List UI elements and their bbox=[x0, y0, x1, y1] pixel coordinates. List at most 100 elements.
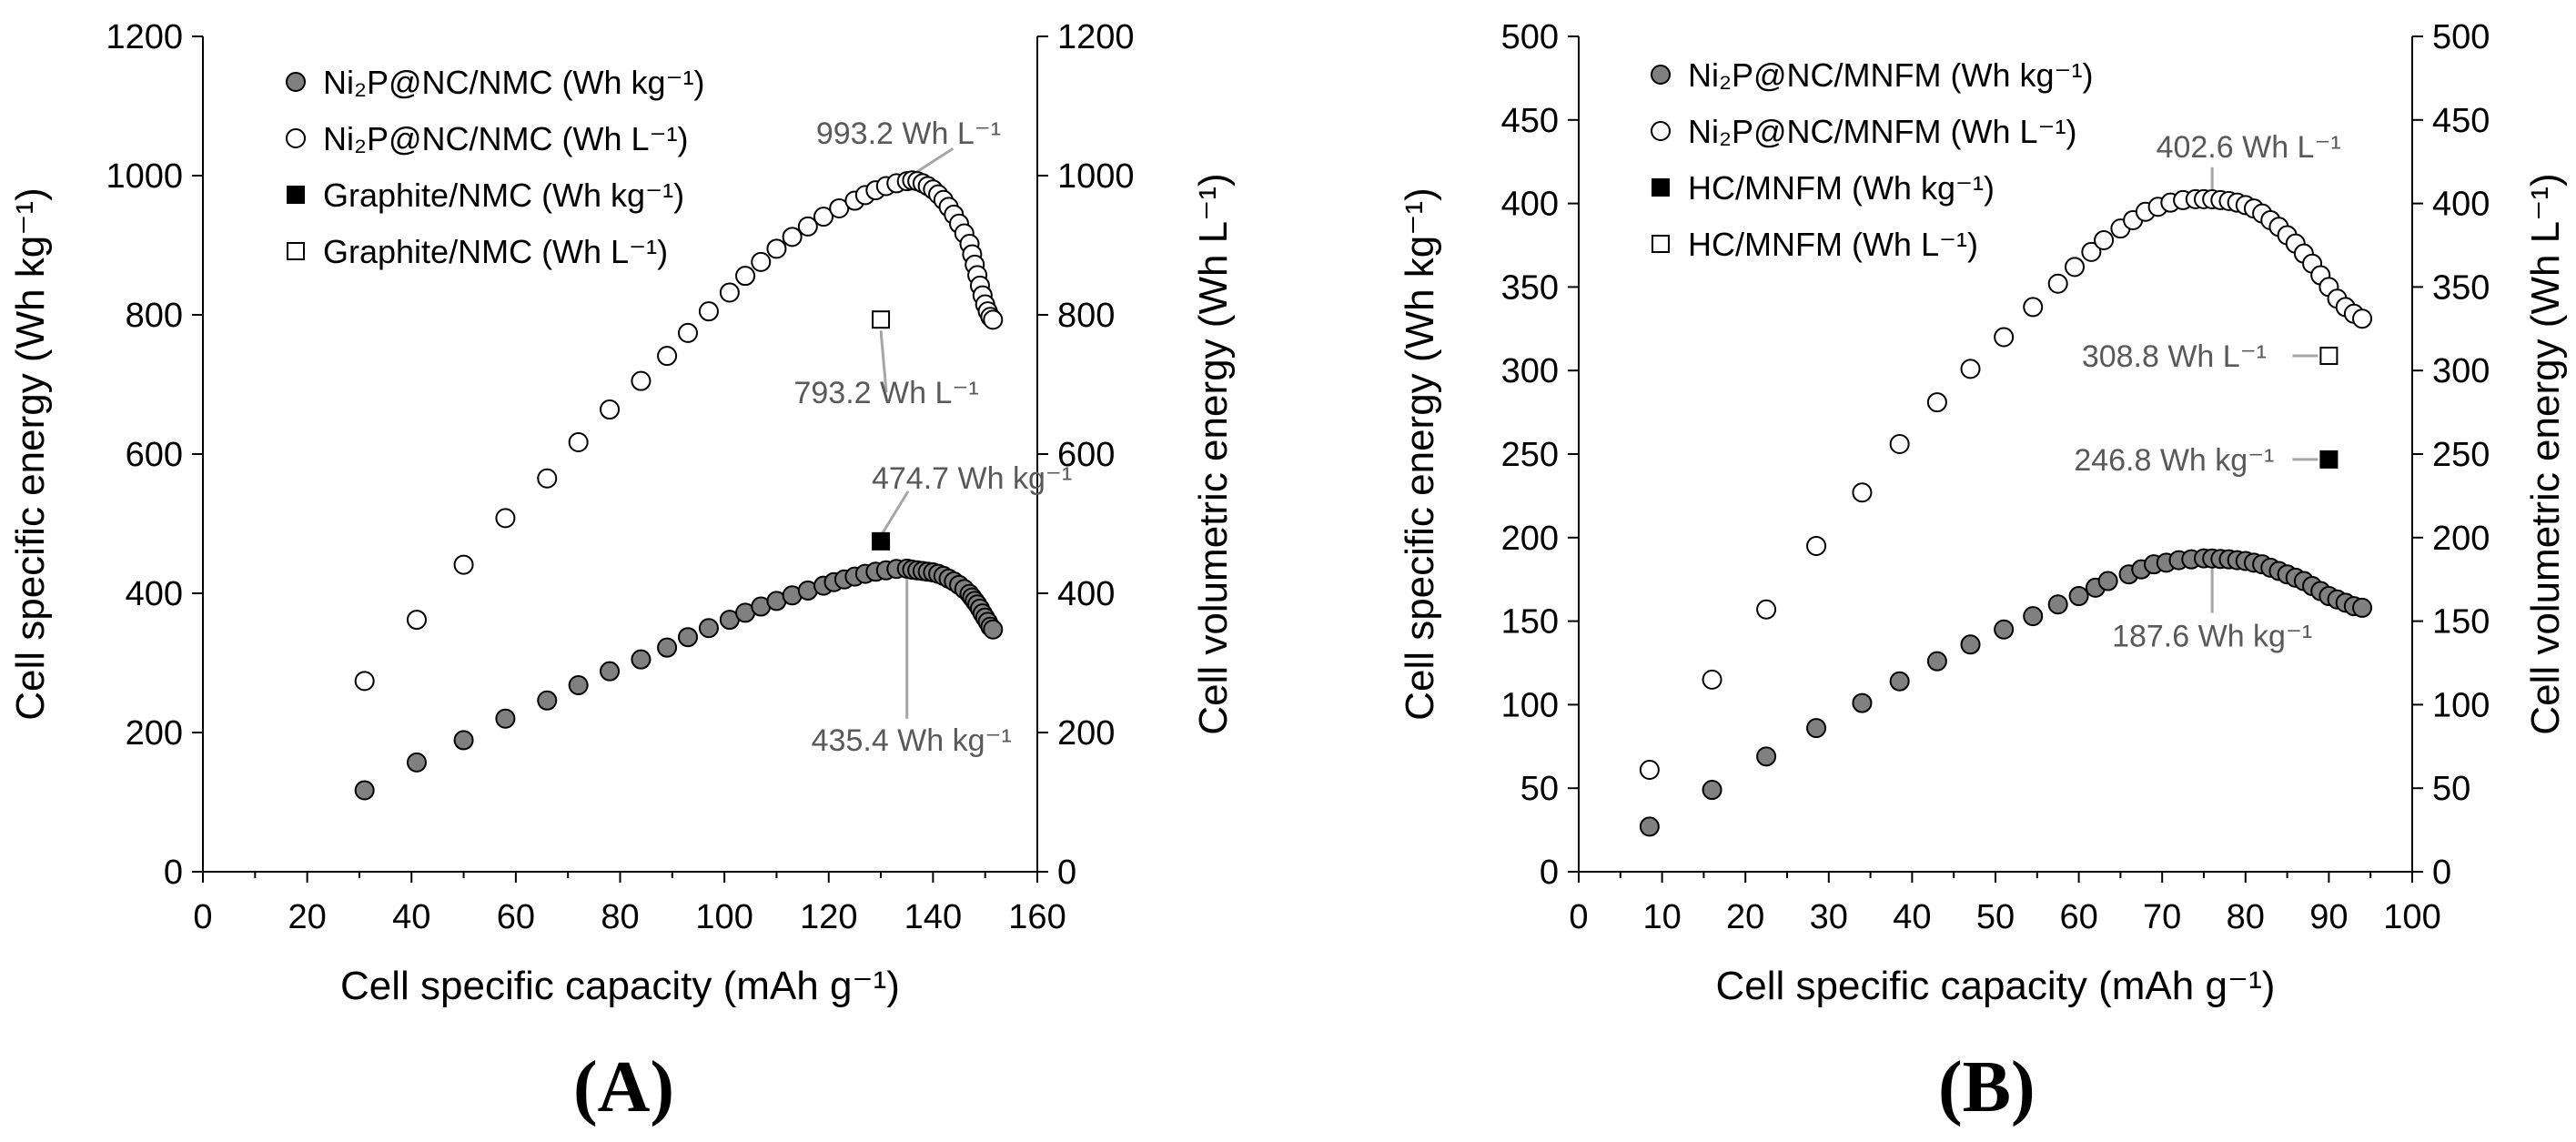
legend-label: HC/MNFM (Wh L⁻¹) bbox=[1688, 226, 1978, 263]
x-tick-label: 60 bbox=[497, 898, 535, 936]
y-tick-label: 150 bbox=[1501, 603, 1559, 642]
annotation-label: 402.6 Wh L⁻¹ bbox=[2157, 130, 2341, 165]
data-point bbox=[2081, 241, 2102, 262]
y2-tick-label: 0 bbox=[2432, 854, 2451, 892]
data-point bbox=[631, 649, 652, 670]
y-tick-label: 100 bbox=[1501, 686, 1559, 724]
y-tick-label: 200 bbox=[126, 714, 183, 753]
x-axis-label: Cell specific capacity (mAh g⁻¹) bbox=[340, 964, 900, 1008]
y-axis-label: Cell specific energy (Wh kg⁻¹) bbox=[8, 187, 53, 721]
panel-label-b: (B) bbox=[1938, 1047, 2036, 1127]
y2-axis-label: Cell volumetric energy (Wh L⁻¹) bbox=[1191, 173, 1236, 734]
data-point bbox=[1756, 746, 1777, 767]
data-point bbox=[983, 619, 1004, 640]
x-tick-label: 100 bbox=[2383, 898, 2440, 936]
data-point bbox=[2319, 450, 2339, 469]
y2-tick-label: 800 bbox=[1057, 297, 1115, 335]
annotation-label: 993.2 Wh L⁻¹ bbox=[816, 116, 1001, 151]
y2-tick-label: 0 bbox=[1057, 854, 1076, 892]
data-point bbox=[1926, 651, 1947, 672]
legend-marker bbox=[1652, 178, 1670, 197]
data-point bbox=[2319, 347, 2339, 366]
x-tick-label: 80 bbox=[2227, 898, 2265, 936]
data-point bbox=[354, 671, 375, 692]
data-point bbox=[1806, 535, 1827, 556]
data-point bbox=[1756, 599, 1777, 620]
data-point bbox=[1702, 780, 1722, 801]
legend-label: Ni₂P@NC/NMC (Wh L⁻¹) bbox=[323, 120, 689, 157]
series-4 bbox=[2319, 347, 2339, 366]
y2-tick-label: 500 bbox=[2432, 18, 2490, 56]
y2-tick-label: 600 bbox=[1057, 436, 1115, 474]
annotation-label: 308.8 Wh L⁻¹ bbox=[2082, 339, 2267, 374]
data-point bbox=[872, 310, 891, 329]
data-point bbox=[354, 780, 375, 801]
y2-tick-label: 1000 bbox=[1057, 157, 1135, 196]
data-point bbox=[751, 251, 772, 272]
legend-marker bbox=[1651, 121, 1671, 141]
data-point bbox=[2352, 597, 2373, 618]
data-point bbox=[678, 627, 699, 648]
legend-label: HC/MNFM (Wh kg⁻¹) bbox=[1688, 169, 1995, 207]
data-point bbox=[698, 301, 719, 322]
data-point bbox=[829, 197, 850, 218]
y-tick-label: 400 bbox=[1501, 186, 1559, 224]
data-point bbox=[568, 431, 589, 452]
data-point bbox=[1889, 671, 1910, 692]
y2-tick-label: 250 bbox=[2432, 436, 2490, 474]
legend-marker bbox=[1652, 235, 1670, 253]
x-tick-label: 60 bbox=[2059, 898, 2097, 936]
data-point bbox=[2023, 297, 2044, 318]
y2-tick-label: 400 bbox=[2432, 186, 2490, 224]
y-tick-label: 1000 bbox=[106, 157, 183, 196]
y-tick-label: 800 bbox=[126, 297, 183, 335]
data-point bbox=[2097, 571, 2118, 591]
x-tick-label: 80 bbox=[601, 898, 639, 936]
y-tick-label: 0 bbox=[164, 854, 183, 892]
data-point bbox=[1852, 692, 1873, 713]
annotation-label: 474.7 Wh kg⁻¹ bbox=[872, 461, 1072, 496]
y-tick-label: 500 bbox=[1501, 18, 1559, 56]
annotation-leader bbox=[879, 330, 888, 393]
legend-marker bbox=[287, 242, 305, 260]
data-point bbox=[1926, 392, 1947, 413]
legend-label: Ni₂P@NC/MNFM (Wh L⁻¹) bbox=[1688, 113, 2076, 150]
x-tick-label: 100 bbox=[695, 898, 753, 936]
data-point bbox=[872, 531, 891, 551]
annotation-label: 793.2 Wh L⁻¹ bbox=[793, 376, 978, 410]
y-tick-label: 250 bbox=[1501, 436, 1559, 474]
data-point bbox=[495, 708, 516, 729]
y-tick-label: 0 bbox=[1540, 854, 1559, 892]
x-tick-label: 40 bbox=[1893, 898, 1931, 936]
data-point bbox=[1806, 718, 1827, 739]
x-tick-label: 20 bbox=[1726, 898, 1764, 936]
chart-panel-b: 0 10 20 30 40 50 60 70 80 90 100 0 50 100 150 200 250 300… bbox=[1398, 18, 2568, 1008]
data-point bbox=[1994, 619, 2015, 640]
data-point bbox=[1994, 327, 2015, 348]
x-tick-label: 40 bbox=[392, 898, 430, 936]
data-point bbox=[698, 618, 719, 639]
legend: Ni₂P@NC/NMC (Wh kg⁻¹) Ni₂P@NC/NMC (Wh L⁻¹… bbox=[286, 64, 705, 270]
chart-panel-a: 0 20 40 60 80 100 120 140 160 0 200 400 600 800 1000 12… bbox=[8, 18, 1236, 1008]
legend-label: Graphite/NMC (Wh L⁻¹) bbox=[323, 233, 668, 270]
y-tick-label: 50 bbox=[1520, 770, 1559, 808]
x-axis-label: Cell specific capacity (mAh g⁻¹) bbox=[1716, 964, 2276, 1008]
data-point bbox=[1960, 359, 1981, 379]
legend-marker bbox=[287, 186, 305, 204]
data-point bbox=[2352, 308, 2373, 329]
legend: Ni₂P@NC/MNFM (Wh kg⁻¹) Ni₂P@NC/MNFM (Wh L… bbox=[1651, 56, 2093, 263]
series-3 bbox=[872, 531, 891, 551]
legend-marker bbox=[286, 128, 306, 148]
legend-label: Graphite/NMC (Wh kg⁻¹) bbox=[323, 177, 684, 214]
x-tick-label: 90 bbox=[2309, 898, 2348, 936]
data-point bbox=[1639, 760, 1660, 781]
data-point bbox=[2065, 257, 2086, 278]
annotation-label: 435.4 Wh kg⁻¹ bbox=[812, 723, 1012, 758]
data-point bbox=[1889, 433, 1910, 454]
data-point bbox=[537, 690, 558, 711]
data-point bbox=[782, 227, 803, 248]
panel-label-a: (A) bbox=[573, 1047, 675, 1127]
x-tick-label: 10 bbox=[1642, 898, 1681, 936]
data-point bbox=[1639, 816, 1660, 837]
